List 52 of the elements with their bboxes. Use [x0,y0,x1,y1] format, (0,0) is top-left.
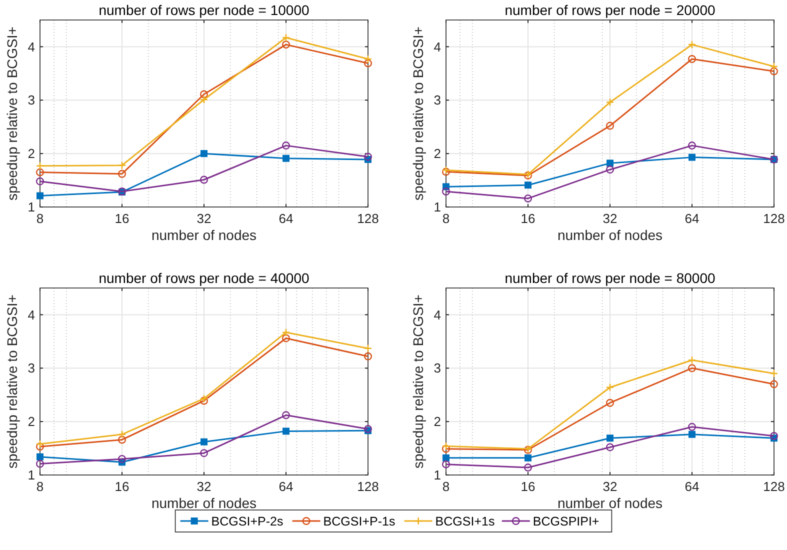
x-tick-label: 32 [602,479,618,494]
y-tick-label: 3 [434,92,441,108]
x-tick-label: 32 [196,479,212,494]
x-tick-label: 8 [442,479,450,494]
x-axis-title: number of nodes [151,227,257,243]
x-tick-label: 8 [36,211,44,226]
y-tick-label: 3 [28,92,35,108]
y-axis-title: speedup relative to BCGSI+ [4,294,20,468]
x-tick-label: 8 [36,479,44,494]
x-tick-label: 128 [763,479,785,494]
y-tick-label: 2 [28,146,35,162]
y-tick-label: 1 [28,200,35,215]
x-tick-label: 16 [520,211,536,226]
legend-label: BCGSI+P-2s [211,514,284,528]
x-tick-label: 32 [602,211,618,226]
x-tick-label: 16 [114,479,130,494]
y-tick-label: 1 [434,468,441,483]
x-axis-title: number of nodes [151,495,257,511]
chart-title: number of rows per node = 10000 [98,2,310,18]
x-tick-label: 16 [114,211,130,226]
y-tick-label: 1 [434,200,441,215]
legend-label: BCGSI+1s [435,514,495,528]
y-axis-title: speedup relative to BCGSI+ [4,26,20,200]
chart-title: number of rows per node = 80000 [504,270,716,286]
x-axis-title: number of nodes [557,227,663,243]
chart-title: number of rows per node = 20000 [504,2,716,18]
x-tick-label: 64 [684,211,700,226]
y-tick-label: 4 [434,39,441,54]
y-tick-label: 1 [28,468,35,483]
y-tick-label: 3 [434,360,441,376]
y-tick-label: 3 [28,360,35,376]
x-tick-label: 32 [196,211,212,226]
x-tick-label: 16 [520,479,536,494]
legend-label: BCGSPIPI+ [532,514,600,528]
y-axis-title: speedup relative to BCGSI+ [410,294,426,468]
y-tick-label: 2 [28,414,35,430]
y-tick-label: 4 [28,39,35,54]
y-tick-label: 4 [434,307,441,322]
y-tick-label: 2 [434,414,441,430]
legend-label: BCGSI+P-1s [323,514,396,528]
y-axis-title: speedup relative to BCGSI+ [410,26,426,200]
x-tick-label: 64 [278,479,294,494]
chart-title: number of rows per node = 40000 [98,270,310,286]
x-tick-label: 8 [442,211,450,226]
x-tick-label: 128 [763,211,785,226]
x-tick-label: 128 [357,211,379,226]
x-tick-label: 128 [357,479,379,494]
x-tick-label: 64 [684,479,700,494]
x-axis-title: number of nodes [557,495,663,511]
y-tick-label: 2 [434,146,441,162]
y-tick-label: 4 [28,307,35,322]
x-tick-label: 64 [278,211,294,226]
